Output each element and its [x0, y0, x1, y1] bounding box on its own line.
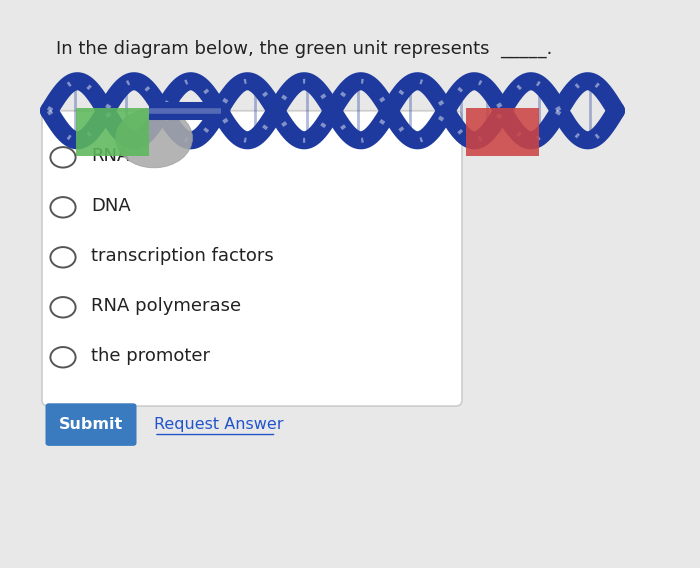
Text: Request Answer: Request Answer [154, 417, 284, 432]
Text: In the diagram below, the green unit represents  _____.: In the diagram below, the green unit rep… [56, 40, 552, 58]
Text: RNA polymerase: RNA polymerase [91, 296, 241, 315]
FancyBboxPatch shape [46, 403, 136, 446]
Text: Submit: Submit [59, 417, 123, 432]
FancyBboxPatch shape [76, 108, 149, 156]
Text: transcription factors: transcription factors [91, 247, 274, 265]
Text: the promoter: the promoter [91, 346, 210, 365]
Ellipse shape [116, 108, 192, 168]
Text: RNA: RNA [91, 147, 130, 165]
FancyBboxPatch shape [42, 111, 462, 406]
Text: DNA: DNA [91, 197, 131, 215]
FancyBboxPatch shape [466, 108, 539, 156]
